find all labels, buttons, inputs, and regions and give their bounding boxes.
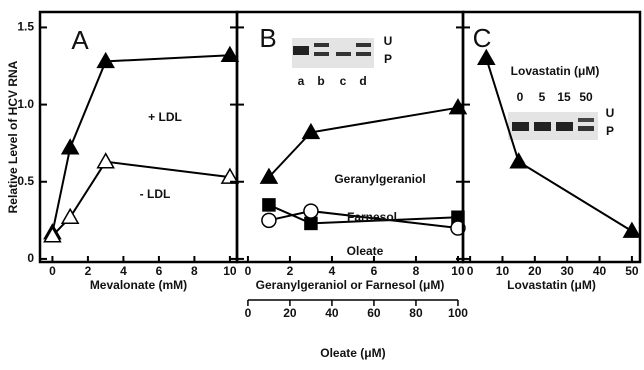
- y-tick-label: 0.5: [17, 174, 34, 188]
- x2-tick-label: 0: [245, 306, 252, 320]
- marker: [262, 213, 276, 227]
- panel-label: A: [71, 25, 89, 55]
- x-tick-label: 0: [245, 264, 252, 278]
- panel-label: B: [259, 23, 276, 53]
- inset-title: Lovastatin (μM): [511, 64, 600, 78]
- x2-tick-label: 60: [367, 306, 381, 320]
- x2-tick-label: 40: [325, 306, 339, 320]
- x-axis-label: Lovastatin (μM): [507, 278, 596, 292]
- band-label: U: [606, 106, 615, 120]
- x-tick-label: 10: [223, 264, 237, 278]
- x2-axis-label: Oleate (μM): [320, 346, 385, 360]
- lane-label: 50: [579, 90, 593, 104]
- band-label: U: [384, 34, 393, 48]
- lane-label: d: [359, 74, 366, 88]
- band-label: P: [606, 124, 614, 138]
- lane-label: 0: [517, 90, 524, 104]
- x-tick-label: 50: [625, 264, 639, 278]
- x-tick-label: 10: [496, 264, 510, 278]
- x-tick-label: 0: [467, 264, 474, 278]
- gel-b: [292, 38, 374, 68]
- marker: [305, 217, 317, 229]
- marker: [304, 204, 318, 218]
- lane-label: a: [298, 74, 305, 88]
- annotation: Oleate: [347, 244, 384, 258]
- panel-label: C: [473, 23, 492, 53]
- x-tick-label: 6: [156, 264, 163, 278]
- x2-tick-label: 20: [283, 306, 297, 320]
- x-tick-label: 2: [287, 264, 294, 278]
- x-tick-label: 8: [191, 264, 198, 278]
- gel-c: [508, 112, 598, 140]
- x-tick-label: 40: [593, 264, 607, 278]
- x-tick-label: 6: [371, 264, 378, 278]
- y-tick-label: 1.0: [17, 97, 34, 111]
- x-tick-label: 2: [85, 264, 92, 278]
- x-tick-label: 20: [528, 264, 542, 278]
- x-tick-label: 4: [120, 264, 127, 278]
- band-label: P: [384, 52, 392, 66]
- y-tick-label: 1.5: [17, 20, 34, 34]
- annotation: Geranylgeraniol: [334, 172, 425, 186]
- x-tick-label: 30: [561, 264, 575, 278]
- lane-label: b: [317, 74, 324, 88]
- x-axis-label: Geranylgeraniol or Farnesol (μM): [256, 278, 445, 292]
- annotation: + LDL: [148, 110, 182, 124]
- x2-tick-label: 100: [448, 306, 468, 320]
- y-tick-label: 0: [27, 251, 34, 265]
- marker: [263, 199, 275, 211]
- x-tick-label: 0: [49, 264, 56, 278]
- lane-label: c: [340, 74, 347, 88]
- y-axis-label: Relative Level of HCV RNA: [6, 60, 20, 213]
- lane-label: 15: [557, 90, 571, 104]
- x2-tick-label: 80: [409, 306, 423, 320]
- x-tick-label: 8: [413, 264, 420, 278]
- x-tick-label: 10: [451, 264, 465, 278]
- x-tick-label: 4: [329, 264, 336, 278]
- lane-label: 5: [539, 90, 546, 104]
- annotation: Farnesol: [347, 210, 397, 224]
- x-axis-label: Mevalonate (mM): [90, 278, 187, 292]
- annotation: - LDL: [140, 187, 171, 201]
- figure: Relative Level of HCV RNA A Mevalonate (m…: [0, 0, 644, 370]
